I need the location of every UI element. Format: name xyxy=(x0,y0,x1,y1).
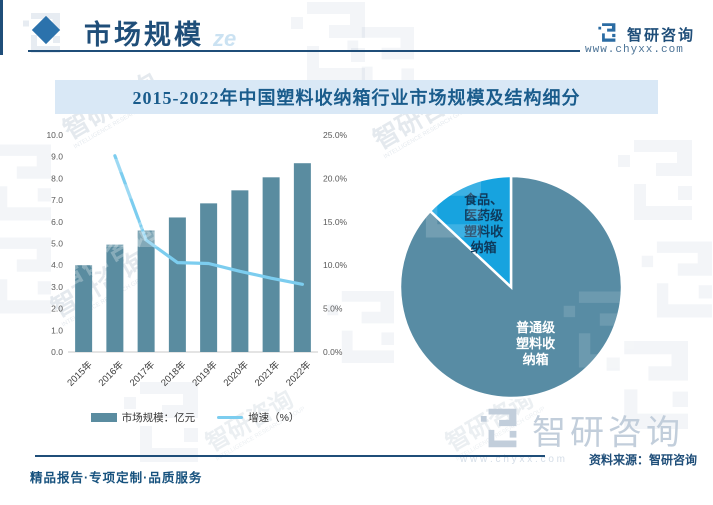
svg-text:5.0%: 5.0% xyxy=(323,304,343,314)
svg-text:4.0: 4.0 xyxy=(51,260,63,270)
svg-text:2018年: 2018年 xyxy=(158,358,189,389)
line-series-swatch xyxy=(217,416,244,419)
watermark-caption-text: INTELLIGENCE RESEARCH GROUP xyxy=(455,406,546,462)
bar-2015年 xyxy=(75,265,93,352)
bar-2019年 xyxy=(200,203,218,352)
watermark-logo-icon xyxy=(618,140,692,220)
legend-item-market-size: 市场规模：亿元 xyxy=(90,410,196,425)
bar-2021年 xyxy=(262,177,280,352)
svg-text:10.0: 10.0 xyxy=(46,130,63,140)
svg-text:0.0%: 0.0% xyxy=(323,347,343,357)
brand-website: www.chyxx.com xyxy=(585,44,684,56)
svg-text:2022年: 2022年 xyxy=(283,358,314,389)
watermark-logo-icon xyxy=(291,2,365,82)
watermark-logo-icon xyxy=(641,241,712,318)
svg-text:8.0: 8.0 xyxy=(51,173,63,183)
svg-text:25.0%: 25.0% xyxy=(323,130,348,140)
bar-series-swatch xyxy=(90,413,117,422)
svg-text:5.0: 5.0 xyxy=(51,239,63,249)
svg-text:2015年: 2015年 xyxy=(65,358,96,389)
svg-text:15.0%: 15.0% xyxy=(323,217,348,227)
footer-slogan: 精品报告·专项定制·品质服务 xyxy=(30,471,203,485)
bar-2016年 xyxy=(106,244,124,352)
bar-2022年 xyxy=(293,163,311,352)
bar-2018年 xyxy=(168,217,186,352)
brand-logo-icon xyxy=(597,21,620,44)
svg-text:6.0: 6.0 xyxy=(51,217,63,227)
svg-text:2019年: 2019年 xyxy=(190,358,221,389)
svg-text:2017年: 2017年 xyxy=(127,358,158,389)
svg-text:0.0: 0.0 xyxy=(51,347,63,357)
left-edge-accent xyxy=(0,0,3,55)
legend-label: 增速（%） xyxy=(248,412,300,424)
svg-text:1.0: 1.0 xyxy=(51,325,63,335)
watermark-logo-icon xyxy=(480,408,517,448)
watermark-big-brand-text: 智研咨询 xyxy=(532,414,684,452)
svg-text:9.0: 9.0 xyxy=(51,152,63,162)
data-source: 资料来源：智研咨询 xyxy=(588,453,697,467)
bar-line-chart: 0.0 1.0 2.0 3.0 4.0 5.0 6.0 7.0 8.0 9.0 10.0 0.0% 5.… xyxy=(46,130,348,389)
svg-text:2021年: 2021年 xyxy=(252,358,283,389)
legend-item-growth-rate: 增速（%） xyxy=(217,410,299,425)
svg-text:20.0%: 20.0% xyxy=(323,173,348,183)
watermark-text-fragment: ze xyxy=(213,26,237,51)
chart-title-banner: 2015-2022年中国塑料收纳箱行业市场规模及结构细分 xyxy=(55,80,658,114)
pie-label-普通级塑料收纳箱: 普通级塑料收纳箱 xyxy=(516,320,556,367)
bar-2017年 xyxy=(137,230,155,352)
svg-text:2020年: 2020年 xyxy=(221,358,252,389)
diamond-bullet-icon xyxy=(31,15,61,45)
svg-text:2016年: 2016年 xyxy=(96,358,127,389)
svg-text:2.0: 2.0 xyxy=(51,304,63,314)
brand-name: 智研咨询 xyxy=(627,27,696,44)
header-divider xyxy=(28,50,580,52)
chart-legend: 市场规模：亿元 增速（%） xyxy=(30,410,360,425)
svg-text:10.0%: 10.0% xyxy=(323,260,348,270)
svg-text:3.0: 3.0 xyxy=(51,282,63,292)
chart-title: 2015-2022年中国塑料收纳箱行业市场规模及结构细分 xyxy=(132,88,581,108)
svg-text:7.0: 7.0 xyxy=(51,195,63,205)
section-title: 市场规模 xyxy=(84,20,204,50)
legend-label: 市场规模：亿元 xyxy=(121,412,196,424)
footer-divider xyxy=(35,455,545,457)
